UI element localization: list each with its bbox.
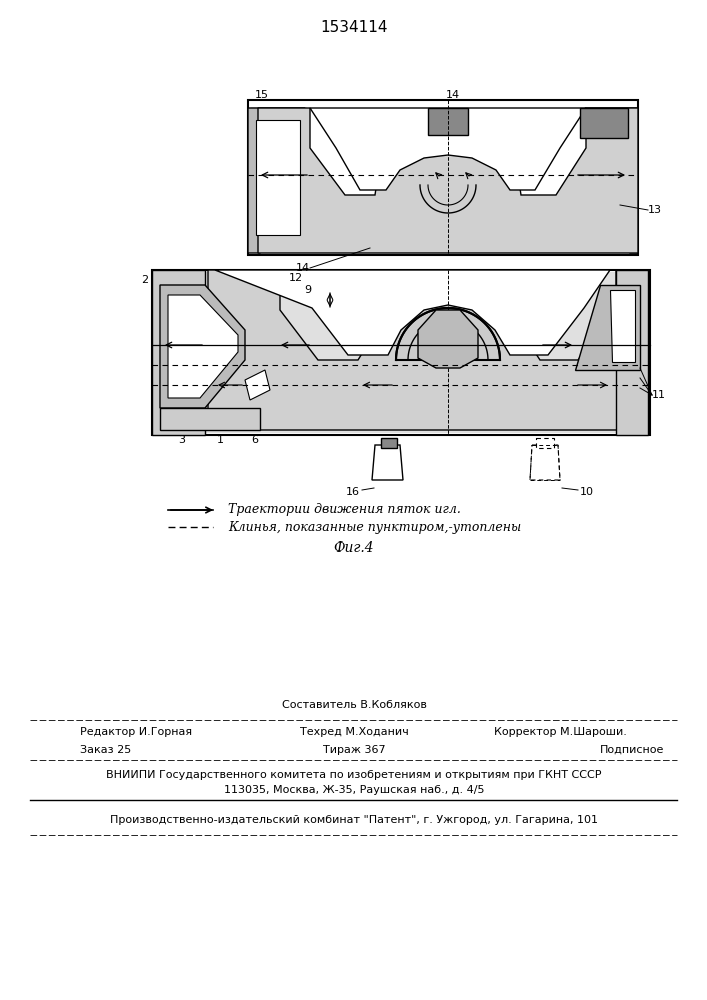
Text: 6: 6 bbox=[252, 435, 259, 445]
Polygon shape bbox=[245, 370, 270, 400]
Text: 9: 9 bbox=[305, 285, 312, 295]
Text: 12: 12 bbox=[289, 273, 303, 283]
Polygon shape bbox=[536, 438, 554, 448]
Text: Редактор И.Горная: Редактор И.Горная bbox=[80, 727, 192, 737]
Polygon shape bbox=[250, 108, 306, 247]
Polygon shape bbox=[428, 108, 468, 135]
Text: Корректор М.Шароши.: Корректор М.Шароши. bbox=[494, 727, 627, 737]
Polygon shape bbox=[575, 285, 640, 370]
Text: Подписное: Подписное bbox=[600, 745, 665, 755]
Polygon shape bbox=[168, 295, 238, 398]
Text: Производственно-издательский комбинат "Патент", г. Ужгород, ул. Гагарина, 101: Производственно-издательский комбинат "П… bbox=[110, 815, 598, 825]
Polygon shape bbox=[256, 120, 300, 235]
Text: 14: 14 bbox=[296, 263, 310, 273]
Polygon shape bbox=[160, 408, 260, 430]
Polygon shape bbox=[160, 285, 245, 408]
Polygon shape bbox=[580, 108, 628, 138]
Text: Тираж 367: Тираж 367 bbox=[322, 745, 385, 755]
Text: Техред М.Ходанич: Техред М.Ходанич bbox=[300, 727, 409, 737]
Polygon shape bbox=[154, 272, 648, 433]
Text: 1534114: 1534114 bbox=[320, 20, 387, 35]
Polygon shape bbox=[215, 270, 610, 355]
Text: Клинья, показанные пунктиром,-утоплены: Клинья, показанные пунктиром,-утоплены bbox=[228, 520, 521, 534]
Polygon shape bbox=[152, 270, 205, 435]
Text: 10: 10 bbox=[580, 487, 594, 497]
Text: 3: 3 bbox=[178, 435, 185, 445]
Text: 113035, Москва, Ж-35, Раушская наб., д. 4/5: 113035, Москва, Ж-35, Раушская наб., д. … bbox=[223, 785, 484, 795]
Polygon shape bbox=[248, 108, 305, 253]
Polygon shape bbox=[372, 445, 403, 480]
Text: 1: 1 bbox=[216, 435, 223, 445]
Polygon shape bbox=[258, 108, 638, 253]
Polygon shape bbox=[530, 445, 560, 480]
Text: 14: 14 bbox=[446, 90, 460, 100]
Polygon shape bbox=[248, 100, 638, 255]
Polygon shape bbox=[152, 270, 650, 435]
Text: 2: 2 bbox=[141, 275, 148, 285]
Text: Фиг.4: Фиг.4 bbox=[334, 541, 374, 555]
Text: 16: 16 bbox=[346, 487, 360, 497]
Polygon shape bbox=[616, 270, 648, 435]
Text: Заказ 25: Заказ 25 bbox=[80, 745, 132, 755]
Text: 13: 13 bbox=[648, 205, 662, 215]
Text: Составитель В.Кобляков: Составитель В.Кобляков bbox=[281, 700, 426, 710]
Polygon shape bbox=[418, 310, 478, 368]
Polygon shape bbox=[381, 438, 397, 448]
Text: 11: 11 bbox=[652, 390, 666, 400]
Polygon shape bbox=[310, 108, 586, 190]
Polygon shape bbox=[396, 308, 500, 360]
Text: 15: 15 bbox=[255, 90, 269, 100]
Polygon shape bbox=[610, 290, 635, 362]
Polygon shape bbox=[585, 108, 638, 253]
Polygon shape bbox=[208, 270, 648, 430]
Text: Траектории движения пяток игл.: Траектории движения пяток игл. bbox=[228, 504, 461, 516]
Text: ВНИИПИ Государственного комитета по изобретениям и открытиям при ГКНТ СССР: ВНИИПИ Государственного комитета по изоб… bbox=[106, 770, 602, 780]
